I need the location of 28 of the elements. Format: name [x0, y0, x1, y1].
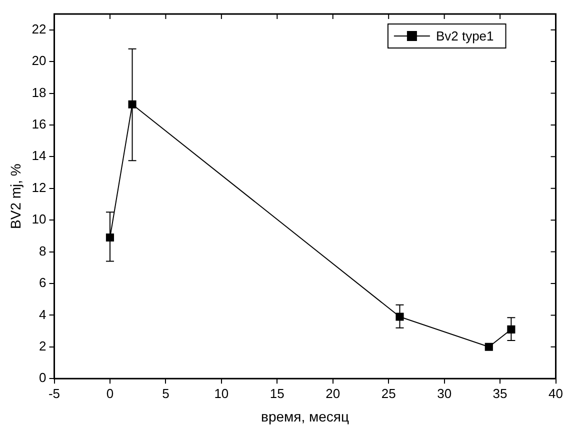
x-tick-label: 30	[437, 386, 452, 401]
y-tick-label: 4	[39, 306, 46, 322]
x-tick-label: 25	[381, 386, 396, 401]
y-tick-label: 10	[32, 212, 46, 227]
legend-label: Bv2 type1	[436, 28, 494, 44]
y-tick-label: 0	[39, 370, 46, 386]
y-tick-label: 12	[32, 180, 46, 195]
x-tick-label: 35	[492, 386, 508, 401]
x-tick-label: 40	[548, 386, 564, 401]
point	[484, 342, 493, 351]
x-tick-label: 20	[326, 386, 340, 401]
point	[128, 100, 136, 108]
x-tick-label: 0	[106, 386, 114, 401]
point	[396, 312, 404, 321]
y-tick-label: 16	[32, 116, 46, 132]
y-tick-label: 22	[32, 21, 46, 36]
y-axis-title: BV2 mj, %	[7, 164, 24, 229]
y-tick-label: 2	[39, 338, 46, 354]
x-tick-label: 15	[270, 386, 284, 401]
y-tick-label: 18	[32, 84, 46, 100]
x-tick-label: 10	[214, 386, 229, 401]
x-axis-title: время, месяц	[261, 408, 350, 424]
x-tick-label: -5	[48, 386, 60, 401]
y-tick-label: 14	[32, 148, 46, 164]
y-tick-label: 6	[39, 275, 46, 290]
y-tick-label: 20	[32, 53, 46, 68]
y-tick-label: 8	[39, 243, 46, 258]
x-tick-label: 5	[162, 386, 170, 401]
